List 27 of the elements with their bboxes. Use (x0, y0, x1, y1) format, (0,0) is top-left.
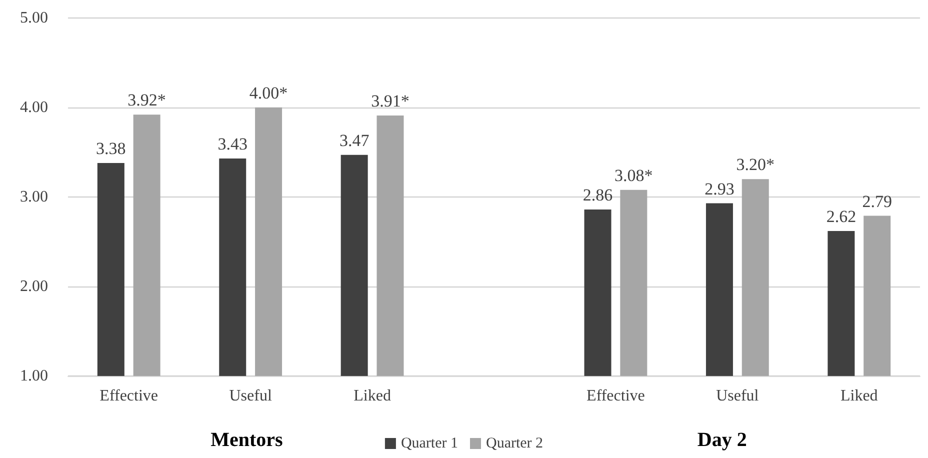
x-tick-label: Useful (716, 388, 760, 404)
legend-label: Quarter 1 (400, 436, 458, 452)
y-tick-label: 4.00 (20, 99, 48, 116)
legend-label: Quarter 2 (486, 436, 544, 452)
data-label: 3.08* (614, 166, 653, 185)
y-tick-label: 5.00 (20, 10, 48, 26)
x-tick-label: Liked (840, 388, 878, 404)
data-label: 3.92* (128, 90, 166, 110)
y-tick-label: 3.00 (20, 188, 48, 206)
data-label: 2.93 (704, 179, 734, 198)
x-tick-label: Effective (100, 388, 158, 404)
text: Mentors (210, 429, 283, 451)
y-tick-label: 2.00 (20, 278, 48, 295)
data-label: 3.43 (218, 134, 248, 154)
x-tick-label: Effective (586, 388, 645, 404)
text: Day 2 (697, 429, 747, 451)
data-label: 2.79 (862, 192, 892, 211)
data-label: 2.86 (582, 186, 613, 205)
data-label: 2.62 (826, 207, 856, 226)
y-tick-label: 1.00 (20, 368, 48, 384)
x-tick-label: Useful (229, 388, 272, 404)
data-label: 3.91* (371, 92, 410, 111)
data-label: 3.47 (339, 130, 370, 150)
x-tick-label: Liked (354, 388, 391, 404)
data-label: 3.20* (736, 155, 775, 174)
data-label: 4.00* (249, 84, 288, 102)
data-label: 3.38 (96, 138, 126, 158)
